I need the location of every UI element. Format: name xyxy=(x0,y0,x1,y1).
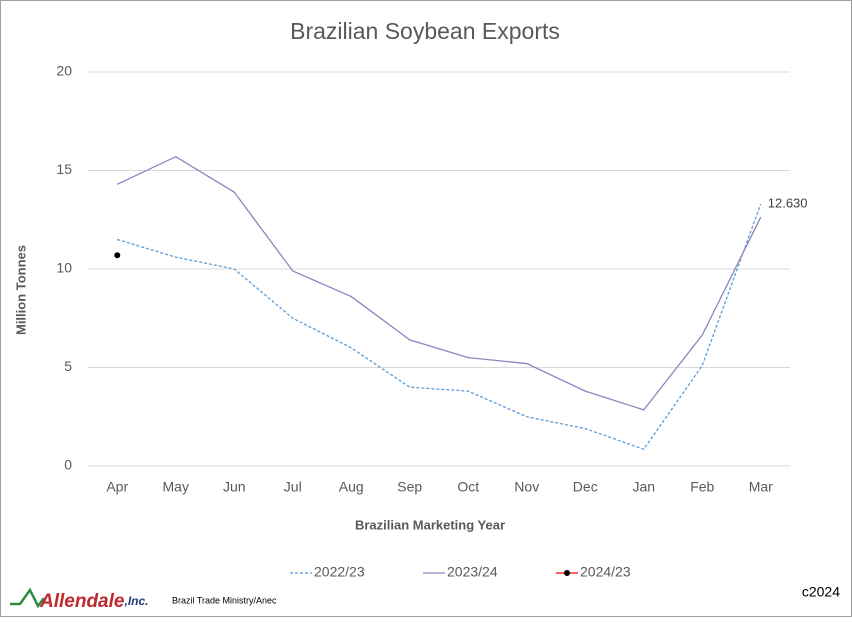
x-tick-label: Apr xyxy=(106,479,128,495)
chart-title: Brazilian Soybean Exports xyxy=(290,18,560,44)
legend-marker xyxy=(564,570,570,576)
x-tick-label: Nov xyxy=(514,479,539,495)
legend-label: 2024/23 xyxy=(580,564,631,580)
y-tick-label: 20 xyxy=(56,63,72,79)
x-tick-label: Dec xyxy=(573,479,598,495)
x-tick-label: Sep xyxy=(397,479,422,495)
y-tick-label: 5 xyxy=(64,358,72,374)
x-tick-label: Feb xyxy=(690,479,714,495)
logo-icon xyxy=(10,587,45,609)
y-axis-label: Million Tonnes xyxy=(13,245,28,335)
source: Brazil Trade Ministry/Anec xyxy=(172,595,277,605)
x-tick-label: Aug xyxy=(339,479,364,495)
logo-name: Allendale xyxy=(39,591,125,612)
x-tick-label: Jul xyxy=(284,479,302,495)
data-label: 12.630 xyxy=(768,196,808,211)
legend-label: 2023/24 xyxy=(447,564,498,580)
logo-suffix: ,Inc. xyxy=(123,594,148,608)
x-tick-label: Jun xyxy=(223,479,246,495)
series-line xyxy=(117,203,762,451)
x-tick-label: Jan xyxy=(632,479,655,495)
series-line xyxy=(116,155,762,411)
logo-text: Allendale,Inc. xyxy=(39,591,149,612)
x-axis-label: Brazilian Marketing Year xyxy=(355,517,505,532)
y-tick-label: 15 xyxy=(56,161,72,177)
series-marker xyxy=(114,252,121,259)
x-tick-label: Mar xyxy=(749,479,773,495)
legend-label: 2022/23 xyxy=(314,564,365,580)
copyright: c2024 xyxy=(802,584,840,600)
x-tick-label: May xyxy=(163,479,189,495)
x-tick-label: Oct xyxy=(457,479,479,495)
y-tick-label: 10 xyxy=(56,260,72,276)
y-tick-label: 0 xyxy=(64,457,72,473)
